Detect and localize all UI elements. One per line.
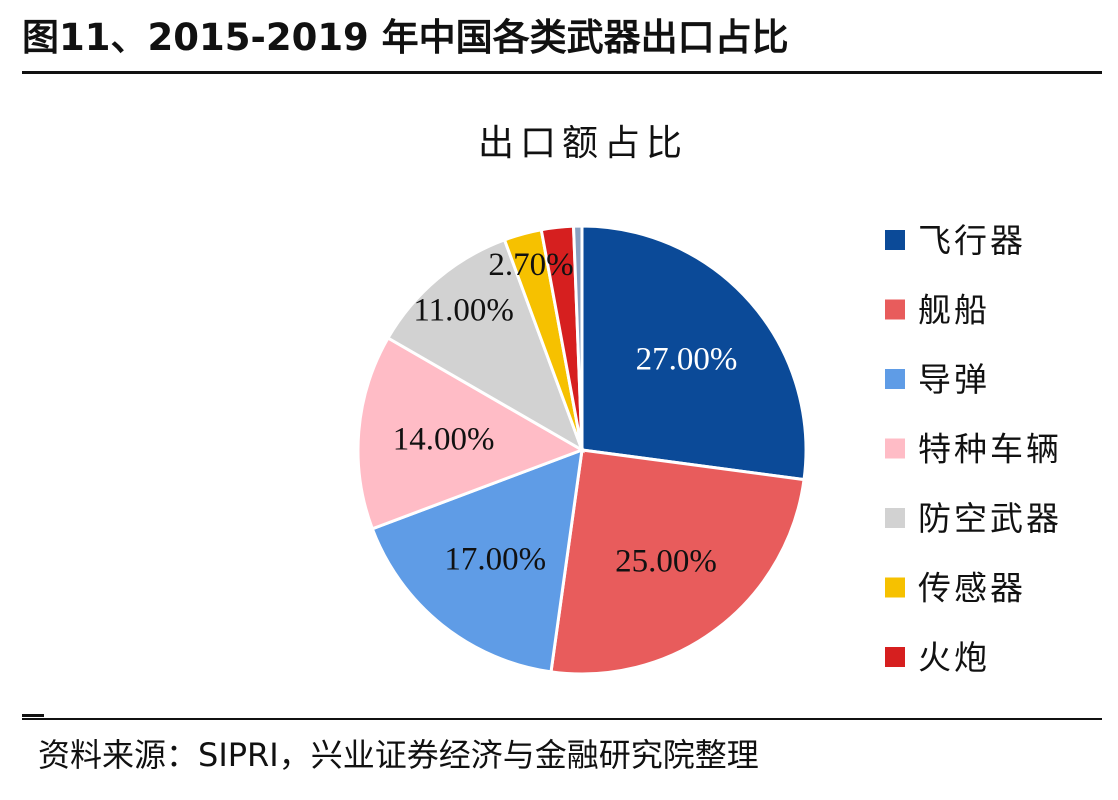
pie-slice-舰船 (549, 448, 806, 676)
pie-data-labels: 27.00% 25.00% 17.00% 14.00% 11.00% 2.70% (393, 247, 738, 579)
pie-chart: 出口额占比 27.00% 25.00% 17.00% 14.00% 11.00% 2.70… (356, 123, 1062, 677)
legend-item-防空武器: 防空武器 (885, 499, 1062, 538)
data-label-导弹: 17.00% (444, 541, 546, 577)
legend-item-飞行器: 飞行器 (885, 221, 1026, 260)
pie-slice-防空武器 (385, 237, 585, 454)
legend-swatch (885, 438, 905, 459)
legend-item-传感器: 传感器 (885, 569, 1026, 608)
legend-label: 防空武器 (918, 499, 1062, 538)
pie-slices (356, 224, 808, 676)
pie-slice-飞行器 (580, 224, 808, 482)
legend-swatch (885, 508, 905, 528)
legend-swatch (885, 647, 905, 667)
legend-item-导弹: 导弹 (885, 360, 990, 399)
data-label-舰船: 25.00% (615, 544, 717, 580)
footer-rule-tick (22, 714, 44, 717)
legend-label: 导弹 (918, 360, 990, 399)
legend-item-火炮: 火炮 (885, 638, 990, 677)
legend-swatch (885, 299, 905, 320)
footer-rule (22, 718, 1102, 720)
pie-slice-特种车辆 (356, 335, 586, 531)
legend-label: 火炮 (918, 638, 990, 677)
legend-item-特种车辆: 特种车辆 (885, 430, 1062, 469)
legend-item-舰船: 舰船 (885, 291, 990, 330)
legend-swatch (885, 577, 905, 598)
legend-label: 飞行器 (918, 221, 1026, 260)
pie-slice-other (571, 224, 584, 451)
legend-label: 舰船 (918, 291, 990, 330)
legend-label: 特种车辆 (918, 430, 1062, 469)
chart-title: 出口额占比 (478, 123, 688, 164)
data-label-飞行器: 27.00% (636, 342, 738, 378)
data-label-传感器: 2.70% (488, 247, 573, 283)
legend-label: 传感器 (918, 569, 1026, 608)
data-label-防空武器: 11.00% (413, 293, 514, 329)
legend-swatch (885, 230, 905, 250)
data-label-特种车辆: 14.00% (393, 422, 495, 458)
figure-title: 图11、2015-2019 年中国各类武器出口占比 (22, 16, 789, 59)
title-rule (22, 71, 1102, 74)
source-note: 资料来源：SIPRI，兴业证券经济与金融研究院整理 (38, 736, 759, 774)
legend-swatch (885, 369, 905, 389)
pie-slice-导弹 (370, 447, 584, 674)
